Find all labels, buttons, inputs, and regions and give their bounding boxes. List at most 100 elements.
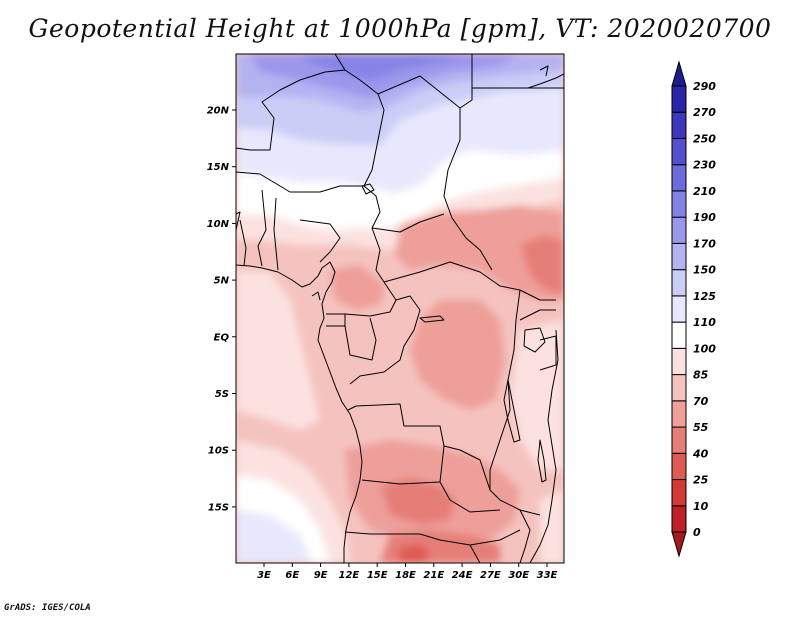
border-central-2 — [371, 213, 445, 233]
lon-tick-label: 3E — [257, 570, 271, 581]
lat-tick-label: 5S — [215, 389, 229, 400]
coastlines-and-borders — [236, 54, 564, 563]
lake-malawi-shoreline — [537, 439, 547, 483]
colorbar-level-label: 270 — [693, 106, 716, 119]
coastline-southeast — [529, 329, 559, 563]
colorbar-segment — [671, 216, 687, 244]
contour-fill-110-125-east — [540, 490, 564, 563]
lat-tick-label: 10S — [208, 446, 229, 457]
colorbar-segment — [671, 400, 687, 428]
border-central-6 — [344, 317, 377, 361]
border-south-3 — [361, 445, 445, 485]
contour-fill-55-70-south — [380, 478, 455, 525]
lon-tick-label: 24E — [452, 570, 473, 581]
lake-victoria-shoreline — [523, 327, 546, 353]
colorbar-level-label: 110 — [693, 316, 716, 329]
colorbar-level-label: 0 — [693, 526, 701, 539]
red-sea-coast — [527, 73, 564, 89]
colorbar-segment — [671, 295, 687, 323]
colorbar-level-label: 210 — [693, 185, 716, 198]
colorbar-segment — [671, 505, 687, 533]
lat-tick-label: 20N — [207, 106, 230, 117]
border-east-3 — [539, 335, 557, 371]
colorbar-segment — [671, 479, 687, 507]
border-south-2 — [347, 405, 357, 411]
lat-tick-label: 15S — [208, 502, 229, 513]
border-central-4 — [349, 295, 421, 385]
border-westafrica-2 — [239, 219, 247, 267]
colorbar-segment — [671, 426, 687, 454]
colorbar-segment — [671, 111, 687, 139]
longitude-axis: 3E 6E 9E 12E 15E 18E 21E 24E 27E 30E 33E — [257, 563, 558, 581]
colorbar-segment — [671, 321, 687, 349]
contour-fill-40-55-south — [398, 544, 430, 563]
border-central-1 — [344, 227, 397, 317]
colorbar-segment — [671, 190, 687, 218]
contour-fill-190-210 — [250, 54, 520, 98]
contour-fill-110-125-north — [236, 150, 564, 230]
contour-fill-70-85-east — [410, 300, 505, 410]
west-africa-coastline — [236, 261, 363, 563]
colorbar-level-label: 150 — [693, 264, 716, 277]
chart-title: Geopotential Height at 1000hPa [gpm], VT… — [28, 14, 772, 43]
border-south-6 — [519, 509, 531, 563]
contour-fill-100-110-coast — [236, 270, 320, 430]
border-westafrica-4 — [299, 219, 341, 263]
height-field — [236, 54, 564, 563]
contour-fill-70-85-north — [395, 205, 564, 300]
lon-tick-label: 18E — [395, 570, 416, 581]
lake-kyoga-shoreline — [419, 315, 445, 323]
contour-fill-210-230 — [300, 54, 470, 80]
colorbar-level-label: 290 — [693, 80, 716, 93]
lat-tick-label: 10N — [207, 219, 230, 230]
colorbar-level-label: 190 — [693, 211, 716, 224]
colorbar-segment — [671, 347, 687, 376]
border-east-1 — [489, 289, 521, 490]
lon-tick-label: 9E — [314, 570, 328, 581]
lake-volta-shoreline — [311, 291, 321, 301]
colorbar-level-label: 230 — [693, 159, 716, 172]
colorbar-segment — [671, 85, 687, 113]
border-south-4 — [344, 529, 521, 546]
lon-tick-label: 15E — [367, 570, 388, 581]
grads-credit: GrADS: IGES/COLA — [4, 603, 91, 613]
lat-tick-label: EQ — [214, 332, 230, 343]
colorbar: 0 10 25 40 55 70 85 100 110 125 150 170 190 210 230 250… — [671, 60, 716, 558]
colorbar-level-label: 25 — [693, 474, 709, 487]
map-frame — [235, 53, 565, 564]
border-central-3 — [383, 261, 556, 301]
border-north-3 — [377, 75, 493, 271]
colorbar-level-label: 70 — [693, 395, 709, 408]
border-westafrica-3 — [273, 197, 279, 271]
border-south-7 — [469, 544, 481, 563]
lon-tick-label: 27E — [480, 570, 501, 581]
colorbar-level-label: 250 — [693, 132, 716, 145]
lake-tanganyika-shoreline — [503, 379, 521, 443]
lat-tick-label: 5N — [214, 276, 230, 287]
lon-tick-label: 12E — [339, 570, 360, 581]
border-westafrica-1 — [257, 189, 267, 267]
coastline-north-upper-left — [236, 211, 241, 231]
colorbar-level-label: 10 — [693, 500, 709, 513]
colorbar-max-triangle — [671, 60, 687, 87]
colorbar-level-label: 40 — [692, 447, 709, 460]
colorbar-segment — [671, 164, 687, 192]
border-south-1 — [355, 403, 541, 516]
colorbar-segment — [671, 137, 687, 166]
border-north-2 — [334, 54, 346, 71]
lon-tick-label: 30E — [508, 570, 529, 581]
lon-tick-label: 21E — [423, 570, 444, 581]
colorbar-min-triangle — [671, 531, 687, 558]
colorbar-level-label: 85 — [693, 369, 709, 382]
border-central-5 — [326, 313, 346, 327]
colorbar-segment — [671, 242, 687, 271]
lake-chad-shoreline — [361, 183, 375, 195]
colorbar-segment — [671, 374, 687, 402]
lon-tick-label: 6E — [285, 570, 299, 581]
border-south-5 — [439, 481, 501, 513]
lat-tick-label: 15N — [207, 162, 230, 173]
colorbar-level-label: 170 — [693, 237, 716, 250]
colorbar-segment — [671, 452, 687, 481]
